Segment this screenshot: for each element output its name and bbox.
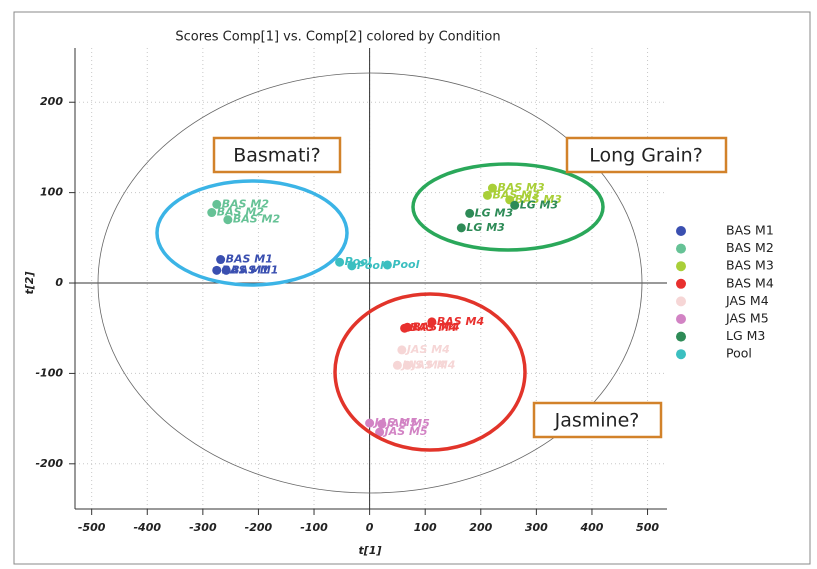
point-label: BAS M4 [410,321,457,334]
annotation: Long Grain? [589,145,703,167]
point [216,255,226,265]
y-tick-label: 200 [40,95,63,108]
legend-marker [676,261,686,272]
x-tick-label: -100 [300,521,328,534]
point-label: LG M3 [475,206,514,219]
point [207,208,217,218]
x-tick-label: 400 [579,521,603,534]
point [212,199,222,209]
grid: -500 -400 -300 -200 -100 0 100 200 300 400 500 -200… [35,48,667,534]
legend-marker [676,349,686,360]
legend-label: Pool [726,346,752,361]
cluster-ellipse [411,162,605,252]
chart-title: Scores Comp[1] vs. Comp[2] colored by Co… [175,30,500,45]
point [365,418,375,428]
point [397,345,407,355]
annotation-box [565,136,728,174]
annotation-box [532,401,663,439]
point-label: JAS M4 [405,343,450,356]
point [427,317,437,327]
x-tick-label: -300 [189,521,217,534]
x-axis-label: t[1] [359,544,382,557]
legend-label: BAS M3 [726,258,774,273]
y-tick-label: 100 [40,186,63,199]
x-tick-label: 100 [414,521,437,534]
point-label: BAS M4 [412,320,459,333]
x-tick-label: -400 [133,521,161,534]
x-tick-label: -500 [78,521,106,534]
legend-label: BAS M1 [726,223,774,238]
legend: BAS M1 BAS M2 BAS M3 BAS M4 JAS M4 JAS M5 LG M… [676,223,774,361]
point [487,183,497,193]
point [377,419,387,429]
cluster-ellipse [333,292,527,452]
legend-marker [676,296,686,307]
legend-marker [676,243,686,254]
point [456,223,466,233]
point [212,265,222,275]
y-tick-label: 0 [55,276,63,289]
point-label: BAS M4 [437,315,484,328]
confidence-ellipse [97,72,643,494]
point-label: BAS M3 [515,193,563,206]
legend-marker [676,278,686,289]
point-label: Pool [357,259,384,272]
point-label: BAS M2 [233,213,281,226]
point-label: BAS M1 [222,263,269,276]
point [482,190,492,200]
x-tick-label: 300 [525,521,548,534]
point [335,257,345,267]
point [221,265,231,275]
point [510,200,520,210]
point [392,360,402,370]
legend-label: LG M3 [726,328,765,343]
point-label: Pool [392,258,419,271]
legend-label: BAS M4 [726,275,774,290]
point-label: JAS M5 [383,425,428,438]
point [375,427,385,437]
legend-label: BAS M2 [726,240,774,255]
point-label: BAS M3 [497,181,545,194]
legend-marker [676,314,686,324]
x-tick-label: 500 [636,521,659,534]
point [347,261,357,271]
cluster-ellipse [155,179,349,287]
annotation: Jasmine? [554,410,640,432]
point-label: BAS M1 [226,253,273,266]
point-label: BAS M3 [492,188,540,201]
point-label: BAS M2 [222,197,270,210]
frame [13,11,811,565]
y-tick-label: -200 [35,457,63,470]
x-tick-label: 200 [469,521,492,534]
point-label: JAS M4 [410,358,455,371]
point [382,260,392,270]
x-tick-label: -200 [245,521,273,534]
y-axis-label: t[2] [23,272,36,295]
y-tick-label: -100 [35,366,63,379]
point-label: BAS M2 [217,206,265,219]
legend-marker [676,331,686,342]
point-label: LG M3 [466,221,505,234]
legend-label: JAS M5 [725,311,769,326]
point [402,360,412,370]
legend-marker [676,226,686,236]
point-label: JAS M5 [385,417,430,430]
point [402,322,412,332]
annotation: Basmati? [233,145,321,167]
point-label: LG M3 [520,198,559,211]
x-tick-label: 0 [366,521,374,534]
legend-label: JAS M4 [725,293,769,308]
point [465,208,475,218]
point-label: BAS M1 [231,263,278,276]
point-label: JAS M4 [400,358,445,371]
point [223,215,233,225]
annotation-box [212,136,342,174]
